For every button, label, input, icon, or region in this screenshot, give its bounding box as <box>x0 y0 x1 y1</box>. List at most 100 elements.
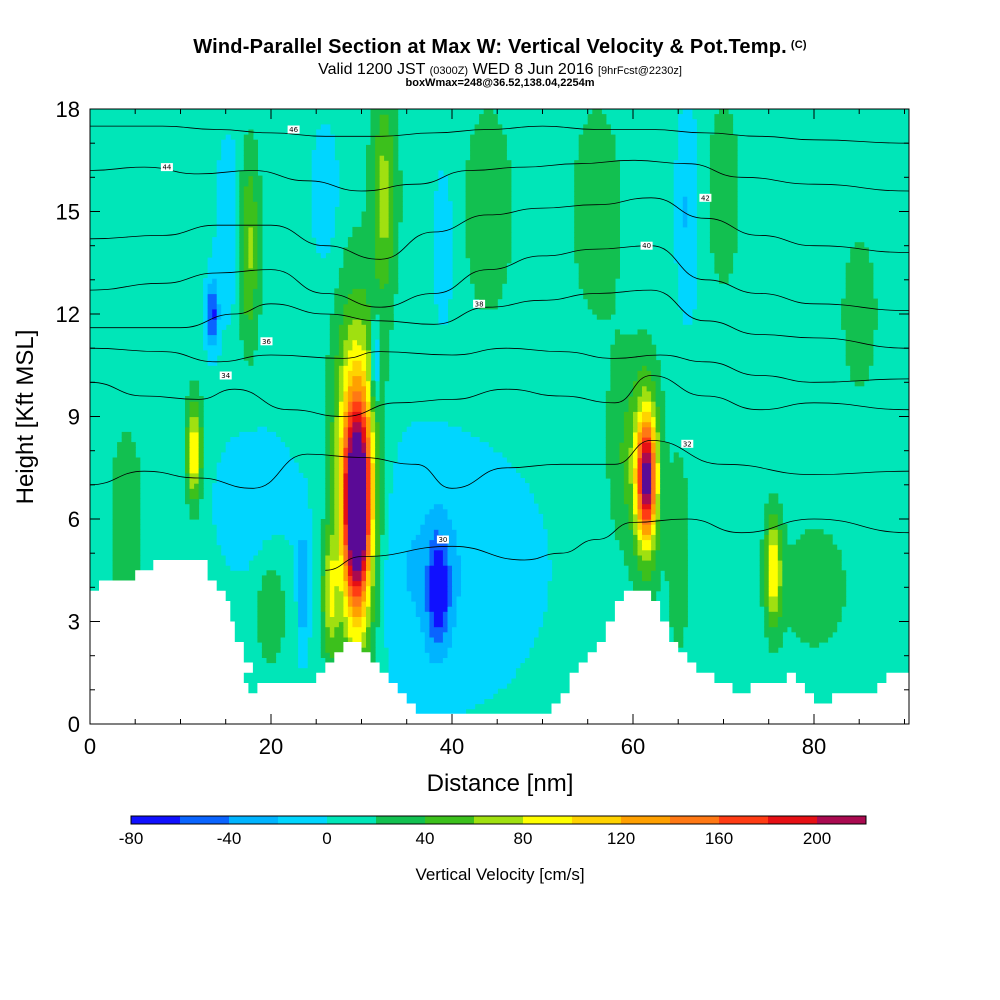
w-cell <box>298 636 308 643</box>
w-cell <box>370 129 381 136</box>
w-cell <box>325 447 331 453</box>
w-cell <box>212 493 308 500</box>
w-cell <box>678 114 693 120</box>
w-cell <box>452 595 458 602</box>
w-cell <box>578 144 616 151</box>
w-cell <box>605 421 625 428</box>
w-cell <box>651 488 657 494</box>
w-cell <box>221 308 231 315</box>
w-cell <box>777 519 783 525</box>
w-cell <box>605 437 625 443</box>
w-cell <box>361 221 376 228</box>
w-cell <box>370 462 376 469</box>
w-cell <box>366 534 372 541</box>
w-cell <box>610 355 657 361</box>
w-cell <box>338 519 344 525</box>
w-cell <box>329 560 344 566</box>
w-cell <box>393 483 530 489</box>
w-cell <box>465 211 512 218</box>
w-cell <box>764 529 770 535</box>
w-cell <box>406 549 430 556</box>
w-cell <box>370 519 376 525</box>
w-cell <box>203 278 213 284</box>
w-cell <box>637 478 643 484</box>
w-cell <box>257 252 263 259</box>
w-cell <box>388 185 394 192</box>
w-cell <box>574 247 620 254</box>
w-cell <box>379 519 385 525</box>
colorbar-swatch <box>229 816 278 824</box>
w-cell <box>370 549 376 556</box>
w-cell <box>393 488 530 494</box>
w-cell <box>203 344 222 351</box>
w-cell <box>375 252 394 259</box>
w-cell <box>433 247 453 254</box>
w-cell <box>456 601 548 607</box>
w-cell <box>709 206 738 213</box>
w-cell <box>243 247 249 254</box>
w-cell <box>402 708 467 715</box>
w-cell <box>388 493 534 500</box>
w-cell <box>782 585 847 592</box>
w-cell <box>660 462 684 469</box>
w-cell <box>334 380 340 387</box>
w-cell <box>465 180 512 187</box>
w-cell <box>325 426 331 433</box>
w-cell <box>393 170 403 177</box>
w-cell <box>637 401 643 407</box>
w-cell <box>212 237 236 243</box>
w-cell <box>320 549 326 556</box>
w-cell <box>655 447 661 453</box>
w-cell <box>429 626 449 633</box>
w-cell <box>379 160 390 166</box>
w-cell <box>370 114 381 120</box>
w-cell <box>320 534 326 541</box>
w-cell <box>252 185 263 192</box>
w-cell <box>257 267 263 274</box>
w-cell <box>366 144 376 151</box>
w-cell <box>185 411 191 418</box>
w-cell <box>768 560 779 566</box>
w-cell <box>623 560 639 566</box>
x-tick-label: 40 <box>440 734 464 759</box>
w-cell <box>347 426 353 433</box>
w-cell <box>637 411 643 418</box>
w-cell <box>243 232 249 238</box>
w-cell <box>393 467 516 474</box>
w-cell <box>298 631 313 638</box>
w-cell <box>293 580 299 587</box>
w-cell <box>221 150 236 156</box>
w-cell <box>343 565 349 571</box>
w-cell <box>465 226 512 233</box>
w-cell <box>637 493 643 500</box>
colorbar-tick-label: 40 <box>416 829 435 848</box>
w-cell <box>619 442 634 448</box>
w-cell <box>261 647 281 653</box>
w-cell <box>637 534 643 541</box>
w-cell <box>370 513 376 520</box>
w-cell <box>415 534 435 541</box>
w-cell <box>388 267 399 274</box>
w-cell <box>307 611 313 617</box>
w-cell <box>673 165 697 172</box>
w-cell <box>714 262 734 269</box>
w-cell <box>293 585 299 592</box>
w-cell <box>660 447 670 453</box>
w-cell <box>366 375 372 382</box>
w-cell <box>433 616 444 623</box>
w-cell <box>393 242 399 248</box>
w-cell <box>257 621 286 628</box>
w-cell <box>429 652 449 658</box>
w-cell <box>334 611 344 617</box>
w-cell <box>329 503 335 510</box>
w-cell <box>261 575 281 582</box>
w-cell <box>655 508 661 515</box>
w-cell <box>424 519 453 525</box>
w-cell <box>709 237 738 243</box>
w-cell <box>800 534 833 541</box>
w-cell <box>633 503 639 510</box>
w-cell <box>388 170 394 177</box>
w-cell <box>347 329 367 336</box>
w-cell <box>388 221 394 228</box>
w-cell <box>361 580 367 587</box>
